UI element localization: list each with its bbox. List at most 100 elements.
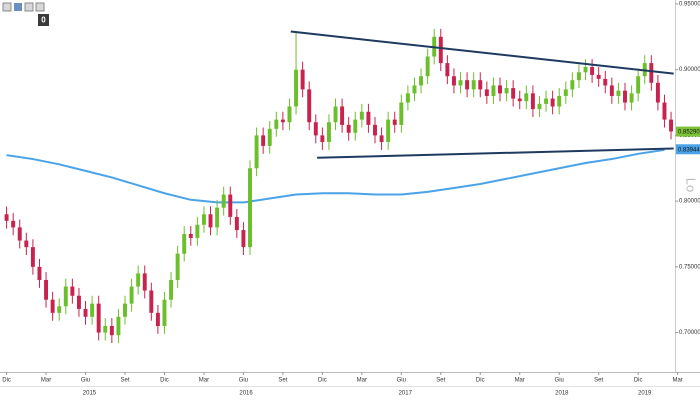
candle-body bbox=[478, 80, 483, 90]
x-tick-label: Giu bbox=[81, 378, 90, 384]
candle-body bbox=[353, 119, 358, 133]
candle-body bbox=[267, 128, 272, 146]
candle-body bbox=[123, 303, 127, 317]
moving-average bbox=[6, 148, 665, 204]
candle-body bbox=[373, 124, 377, 136]
year-label: 2015 bbox=[83, 391, 97, 397]
x-tick-label: Set bbox=[120, 378, 129, 384]
x-tick-label: Mar bbox=[515, 378, 525, 384]
x-tick-label: Mar bbox=[41, 378, 51, 384]
x-tick-label: Mar bbox=[672, 378, 682, 384]
trendline bbox=[290, 30, 674, 75]
candle-body bbox=[234, 216, 239, 231]
candle-body bbox=[596, 74, 601, 79]
candle-body bbox=[504, 88, 509, 94]
candle-body bbox=[188, 233, 193, 238]
candle-body bbox=[155, 312, 160, 326]
candle-body bbox=[557, 95, 562, 107]
candle-body bbox=[103, 325, 108, 333]
y-tick-label: 0.95000 bbox=[679, 2, 700, 8]
year-label: 2017 bbox=[399, 391, 413, 397]
price-label: 0.83944 bbox=[678, 147, 700, 153]
candle-body bbox=[570, 80, 575, 90]
candle-body bbox=[405, 93, 410, 103]
tool-icon[interactable] bbox=[24, 2, 34, 12]
candle-body bbox=[517, 98, 522, 102]
trendline bbox=[317, 147, 674, 159]
candle-body bbox=[524, 93, 529, 102]
candle-body bbox=[17, 227, 22, 241]
candle-body bbox=[83, 308, 88, 317]
candle-body bbox=[544, 98, 549, 104]
candle-body bbox=[511, 88, 516, 99]
x-tick-label: Dic bbox=[160, 378, 169, 384]
candle-body bbox=[300, 69, 305, 90]
candle-body bbox=[484, 89, 489, 96]
candle-body bbox=[471, 80, 476, 90]
candle-body bbox=[576, 72, 581, 81]
candle-body bbox=[629, 93, 634, 103]
candle-body bbox=[175, 253, 180, 280]
candle-body bbox=[241, 230, 246, 248]
toolbar[interactable]: 0 bbox=[2, 2, 49, 26]
candle-body bbox=[274, 119, 279, 129]
candle-body bbox=[603, 78, 608, 86]
candle-body bbox=[201, 214, 206, 225]
candle-body bbox=[498, 85, 502, 94]
x-tick-label: Set bbox=[278, 378, 287, 384]
year-label: 2016 bbox=[239, 391, 253, 397]
price-label-box bbox=[676, 144, 700, 155]
badge[interactable] bbox=[38, 14, 49, 26]
x-tick-label: Dic bbox=[2, 378, 11, 384]
y-tick-label: 0.75000 bbox=[679, 264, 700, 270]
candle-body bbox=[669, 119, 674, 132]
candle-body bbox=[254, 135, 259, 169]
candle-body bbox=[162, 299, 167, 326]
candle-body bbox=[379, 135, 384, 142]
candle-body bbox=[537, 103, 542, 110]
candle-body bbox=[248, 168, 252, 248]
candle-body bbox=[63, 286, 68, 307]
x-tick-label: Set bbox=[594, 378, 603, 384]
candle-body bbox=[662, 102, 667, 120]
candle-body bbox=[530, 93, 535, 110]
tool-icon[interactable] bbox=[14, 3, 22, 11]
candle-body bbox=[623, 90, 627, 103]
price-label: 0.85290 bbox=[678, 130, 700, 136]
candle-body bbox=[412, 85, 417, 94]
candle-body bbox=[320, 135, 325, 142]
x-tick-label: Mar bbox=[199, 378, 209, 384]
candle-body bbox=[24, 240, 29, 248]
badge-text: 0 bbox=[41, 16, 46, 25]
price-label-box bbox=[676, 126, 700, 137]
candle-body bbox=[76, 295, 81, 309]
x-tick-label: Set bbox=[436, 378, 445, 384]
x-tick-label: Giu bbox=[555, 378, 564, 384]
candle-body bbox=[340, 106, 345, 125]
candle-body bbox=[636, 76, 641, 94]
candle-body bbox=[208, 214, 213, 228]
candle-body bbox=[182, 233, 187, 254]
watermark: Lo bbox=[684, 178, 699, 192]
candle-body bbox=[109, 325, 114, 336]
x-tick-label: Dic bbox=[476, 378, 485, 384]
candle-body bbox=[313, 122, 318, 136]
candle-body bbox=[491, 85, 496, 96]
x-tick-label: Dic bbox=[318, 378, 327, 384]
candle-body bbox=[649, 63, 654, 83]
tool-icon[interactable] bbox=[2, 2, 12, 12]
candle-body bbox=[136, 273, 141, 287]
candle-body bbox=[655, 82, 660, 103]
y-tick-label: 0.80000 bbox=[679, 199, 700, 205]
candle-body bbox=[563, 89, 568, 96]
candle-body bbox=[399, 102, 404, 125]
year-label: 2019 bbox=[638, 391, 652, 397]
candle-body bbox=[169, 279, 174, 300]
candle-body bbox=[287, 106, 292, 123]
candle-body bbox=[326, 122, 331, 142]
candle-body bbox=[294, 69, 299, 107]
x-tick-label: Giu bbox=[397, 378, 406, 384]
tool-icon[interactable] bbox=[35, 2, 45, 12]
candle-body bbox=[458, 80, 463, 86]
